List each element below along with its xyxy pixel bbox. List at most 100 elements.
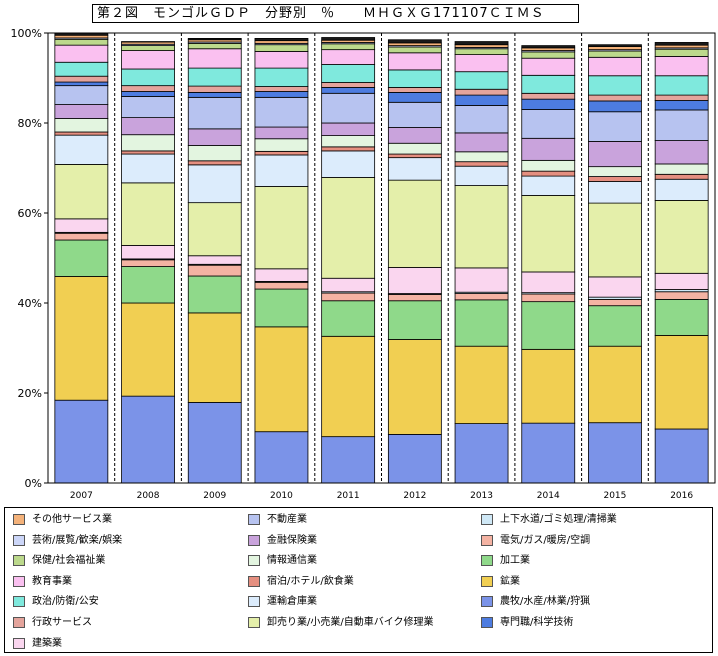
bar-segment (654, 173, 709, 180)
bar-segment (321, 292, 376, 302)
bar-segment (121, 266, 175, 304)
bar-segment (121, 50, 175, 70)
bar-segment (254, 38, 309, 42)
legend-swatch (13, 596, 25, 608)
x-tick-label: 2012 (403, 491, 426, 501)
bar-segment (121, 85, 175, 92)
bar-segment (54, 218, 109, 233)
bar-segment (54, 131, 109, 136)
bar-segment (387, 87, 442, 93)
bar-segment (454, 423, 509, 484)
bar-segment (121, 259, 175, 267)
bar-segment (187, 128, 242, 146)
bar-segment (654, 56, 709, 77)
x-tick-label: 2015 (603, 491, 626, 501)
bar-segment (588, 100, 642, 113)
bar-segment (588, 75, 642, 96)
bar-segment (187, 67, 242, 87)
legend-swatch (13, 575, 25, 587)
bar-segment (521, 293, 576, 303)
bar-segment (54, 399, 109, 484)
bar-segment (454, 71, 509, 90)
bar-segment (254, 431, 309, 484)
bar-segment (654, 42, 709, 46)
bar-segment (654, 48, 709, 57)
bar-segment (54, 163, 109, 220)
bar-segment (521, 74, 576, 94)
bar-segment (521, 175, 576, 196)
bar-segment (454, 44, 509, 48)
legend-swatch (248, 514, 260, 525)
bar-segment (387, 127, 442, 144)
bar-segment (321, 122, 376, 137)
legend-label: 不動産業 (267, 514, 307, 525)
x-tick-label: 2008 (137, 491, 160, 501)
bar-segment (54, 118, 109, 133)
bar-segment (321, 135, 376, 148)
bar-segment (654, 298, 709, 336)
bar-segment (121, 96, 175, 118)
bar-segment (387, 142, 442, 155)
bar-segment (121, 244, 175, 260)
bar-segment (321, 43, 376, 51)
bar-segment (588, 202, 642, 278)
bar-segment (321, 146, 376, 152)
bar-segment (588, 44, 642, 47)
bar-segment (588, 141, 642, 168)
bar-segment (121, 182, 175, 246)
bar-segment (321, 82, 376, 88)
legend-label: 行政サービス (32, 617, 92, 628)
bar-segment (254, 86, 309, 92)
bar-segment (454, 299, 509, 347)
x-tick-label: 2014 (537, 491, 560, 501)
bar-segment (54, 85, 109, 105)
bar-segment (254, 51, 309, 69)
bar-segment (121, 395, 175, 484)
bar-segment (254, 288, 309, 328)
bar-segment (654, 94, 709, 101)
bar-segment (454, 345, 509, 425)
bar-segment (321, 49, 376, 65)
bar-segment (187, 38, 242, 41)
legend-label: 専門職/科学技術 (500, 617, 574, 628)
bar-segment (588, 345, 642, 424)
legend-swatch (248, 555, 260, 567)
bar-segment (654, 75, 709, 96)
bar-segment (654, 428, 709, 484)
bar-segment (54, 232, 109, 241)
x-tick-label: 2007 (70, 491, 93, 501)
bar-segment (387, 267, 442, 294)
bar-segment (254, 154, 309, 187)
y-tick-label: 60% (18, 207, 42, 220)
bar-segment (454, 151, 509, 163)
bar-segment (521, 98, 576, 110)
x-tick-label: 2011 (337, 491, 360, 501)
bar-segment (254, 126, 309, 140)
legend-swatch (248, 534, 260, 546)
bar-segment (321, 300, 376, 337)
bar-segment (187, 312, 242, 403)
x-tick-label: 2009 (203, 491, 226, 501)
bar-segment (54, 34, 109, 39)
bar-segment (454, 88, 509, 96)
bar-segment (54, 239, 109, 277)
legend-label: 保健/社会福祉業 (32, 555, 106, 567)
bar-segment (121, 68, 175, 87)
legend-swatch (481, 534, 493, 546)
legend-swatch (248, 617, 260, 628)
bar-segment (588, 305, 642, 347)
bar-segment (454, 185, 509, 269)
bar-segment (321, 64, 376, 83)
bar-segment (321, 92, 376, 124)
bar-segment (121, 153, 175, 184)
bar-segment (454, 94, 509, 106)
bar-segment (321, 37, 376, 41)
bar-segment (387, 39, 442, 44)
bar-segment (121, 302, 175, 397)
y-tick-label: 80% (18, 117, 42, 130)
legend-label: 鉱業 (500, 575, 520, 587)
bar-segment (588, 276, 642, 298)
bar-segment (254, 44, 309, 52)
bar-segment (254, 281, 309, 290)
bar-segment (187, 42, 242, 50)
